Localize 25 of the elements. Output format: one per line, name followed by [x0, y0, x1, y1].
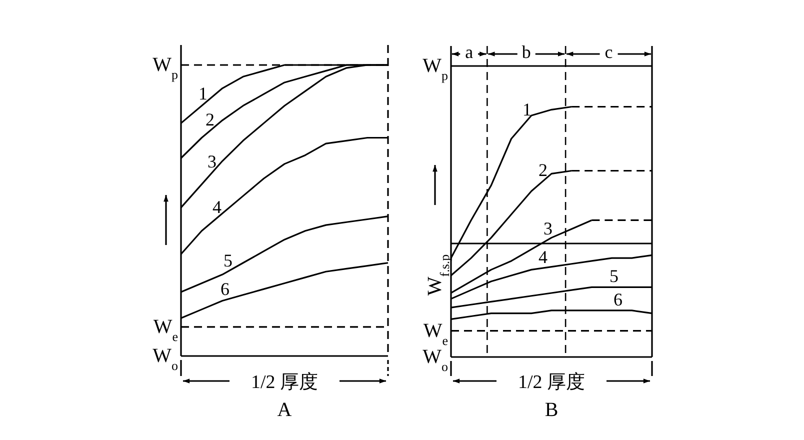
- text: b: [522, 42, 531, 62]
- legend-label: W$_{o}$: [152, 345, 178, 372]
- text: c: [604, 42, 613, 62]
- legend-label: W$_{p}$: [422, 55, 448, 82]
- series-label: 2: [206, 110, 214, 130]
- series-label: 3: [544, 218, 552, 239]
- series-label: W$_{p}$: [152, 54, 178, 82]
- text: A: [277, 399, 292, 421]
- series-label: W$_{e}$: [423, 320, 448, 348]
- series-label: 3: [208, 152, 216, 172]
- series-label: 5: [610, 266, 618, 286]
- series-label: 5: [224, 250, 232, 270]
- legend-label: W$_{o}$: [422, 346, 448, 374]
- series-label: 2: [538, 160, 548, 180]
- series-label: 6: [614, 289, 622, 310]
- series-label: 4: [212, 196, 222, 217]
- series-label: 1: [198, 84, 208, 104]
- series-label: W$_{e}$: [153, 316, 178, 344]
- x-axis-title: 1/2 厚度: [518, 371, 586, 393]
- series-label: 4: [538, 247, 548, 268]
- text: B: [544, 399, 558, 421]
- series-label: 1: [522, 100, 532, 120]
- series-label: 6: [220, 278, 230, 299]
- x-axis-title: 1/2 厚度: [250, 371, 318, 393]
- text: a: [465, 42, 474, 62]
